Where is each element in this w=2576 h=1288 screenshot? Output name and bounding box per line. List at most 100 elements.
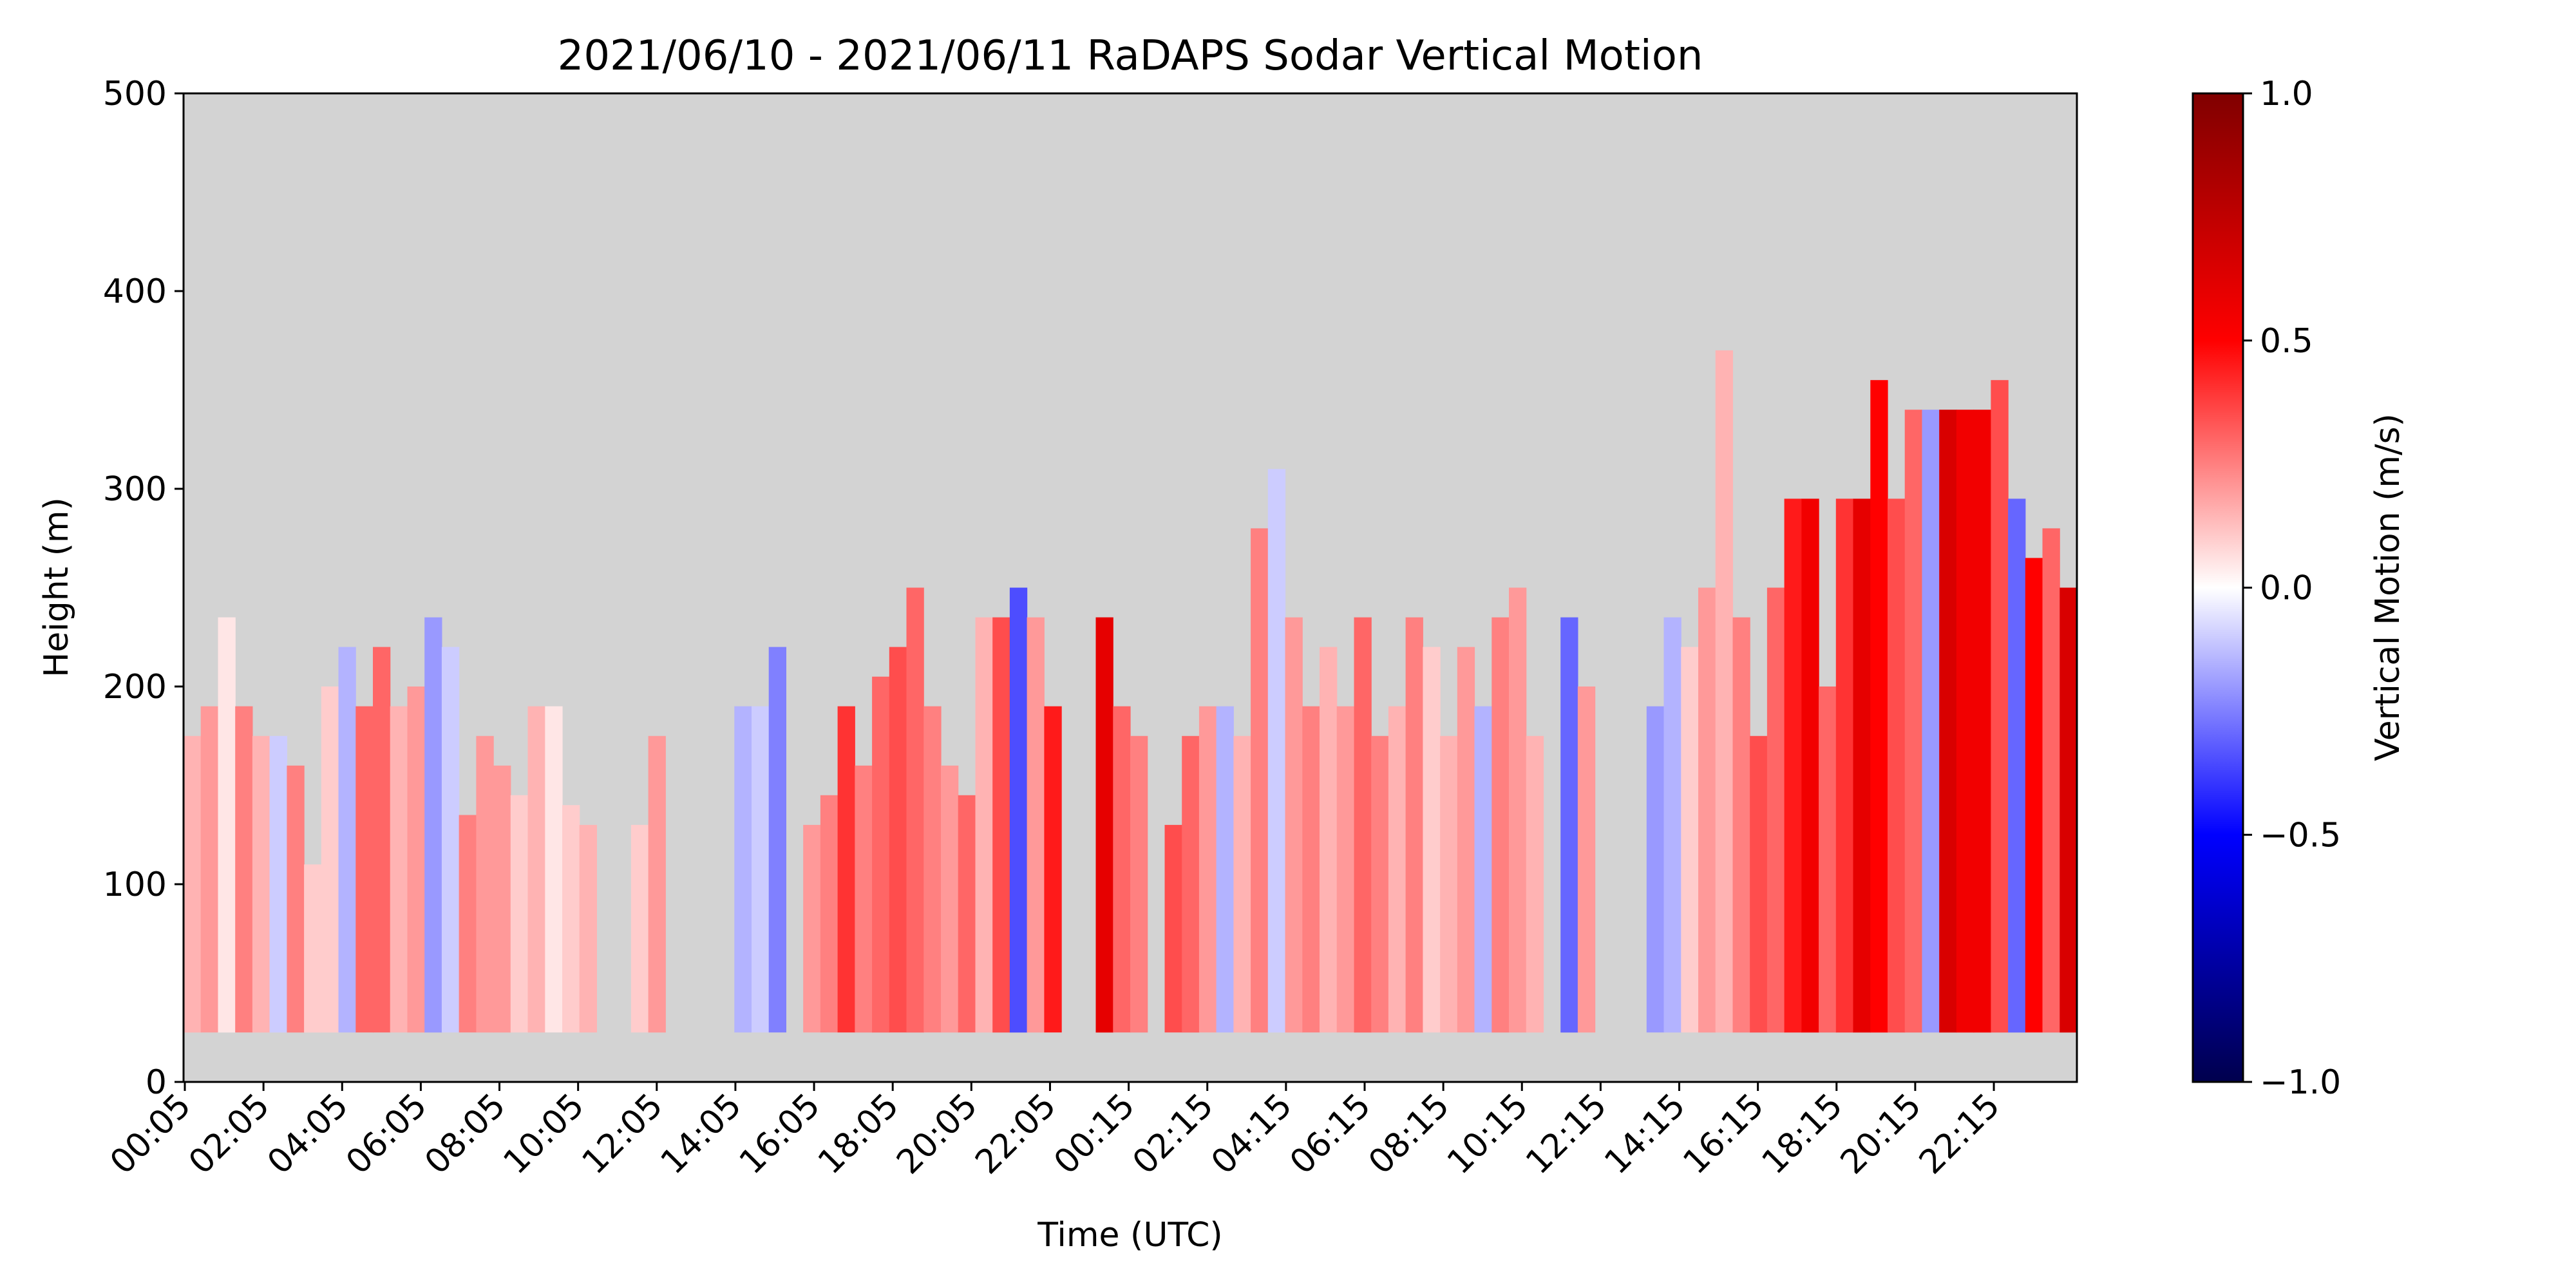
heatmap-column: [407, 687, 425, 1033]
heatmap-column: [579, 824, 597, 1033]
heatmap-column: [992, 617, 1010, 1033]
heatmap-column: [1922, 410, 1940, 1033]
heatmap-column: [373, 647, 391, 1033]
heatmap-column: [1216, 706, 1234, 1033]
x-tick-label: 22:15: [1912, 1086, 2007, 1182]
heatmap-column: [2008, 498, 2026, 1033]
heatmap-column: [1423, 647, 1441, 1033]
heatmap-column: [648, 735, 666, 1033]
heatmap-column: [1336, 706, 1354, 1033]
heatmap-column: [390, 706, 408, 1033]
heatmap-column: [1267, 469, 1286, 1033]
x-tick-label: 10:05: [496, 1086, 591, 1182]
heatmap-column: [2025, 558, 2043, 1033]
heatmap-column: [441, 647, 460, 1033]
x-tick-label: 10:15: [1440, 1086, 1535, 1182]
chart-title: 2021/06/10 - 2021/06/11 RaDAPS Sodar Ver…: [558, 32, 1703, 80]
x-tick-label: 04:15: [1204, 1086, 1300, 1182]
heatmap-column: [803, 824, 821, 1033]
heatmap-column: [1233, 735, 1251, 1033]
heatmap-column: [1509, 587, 1527, 1033]
heatmap-column: [1853, 498, 1871, 1033]
heatmap-column: [184, 735, 202, 1033]
x-tick-label: 22:05: [968, 1086, 1063, 1182]
heatmap-column: [1766, 587, 1785, 1033]
heatmap-column: [1663, 617, 1681, 1033]
heatmap-cells: [184, 350, 2077, 1033]
heatmap-column: [1388, 706, 1406, 1033]
heatmap-column: [1577, 687, 1596, 1033]
heatmap-column: [1095, 617, 1113, 1033]
x-tick-label: 12:05: [575, 1086, 670, 1182]
heatmap-column: [1405, 617, 1423, 1033]
heatmap-column: [906, 587, 924, 1033]
x-tick-label: 02:05: [182, 1086, 277, 1182]
heatmap-column: [200, 706, 218, 1033]
colorbar: [2192, 92, 2244, 1083]
heatmap-column: [1784, 498, 1802, 1033]
colorbar-tick-label: 0.5: [2260, 322, 2313, 361]
heatmap-column: [510, 795, 529, 1033]
heatmap-column: [1285, 617, 1303, 1033]
x-tick-label: 00:15: [1046, 1086, 1142, 1182]
heatmap-column: [1750, 735, 1768, 1033]
heatmap-column: [1474, 706, 1492, 1033]
heatmap-column: [321, 687, 339, 1033]
heatmap-column: [837, 706, 855, 1033]
heatmap-column: [1027, 617, 1045, 1033]
heatmap-column: [1991, 380, 2009, 1033]
y-tick-label: 300: [103, 470, 167, 509]
heatmap-column: [1698, 587, 1716, 1033]
heatmap-column: [424, 617, 442, 1033]
heatmap-column: [752, 706, 770, 1033]
heatmap-column: [923, 706, 942, 1033]
heatmap-column: [252, 735, 270, 1033]
x-tick-label: 14:15: [1597, 1086, 1692, 1182]
heatmap-column: [1560, 617, 1578, 1033]
heatmap-column: [1870, 380, 1888, 1033]
heatmap-column: [1526, 735, 1544, 1033]
colorbar-tick-label: 0.0: [2260, 569, 2313, 608]
colorbar-tick-label: −1.0: [2260, 1063, 2341, 1102]
heatmap-column: [630, 824, 649, 1033]
heatmap-column: [1715, 350, 1733, 1033]
heatmap-column: [493, 765, 511, 1033]
heatmap-column: [975, 617, 993, 1033]
heatmap-column: [218, 617, 236, 1033]
heatmap-column: [1939, 410, 1957, 1033]
heatmap-column: [459, 815, 477, 1033]
x-tick-label: 08:15: [1361, 1086, 1457, 1182]
x-tick-label: 06:15: [1283, 1086, 1378, 1182]
heatmap-column: [1732, 617, 1750, 1033]
heatmap-column: [1801, 498, 1819, 1033]
x-axis-label: Time (UTC): [1037, 1216, 1222, 1255]
x-axis: 00:0502:0504:0506:0508:0510:0512:0514:05…: [103, 1082, 2007, 1182]
colorbar-axis: 1.0 0.5 0.0 −0.5 −1.0: [2243, 75, 2341, 1102]
heatmap-column: [562, 805, 580, 1033]
heatmap-column: [338, 647, 356, 1033]
heatmap-column: [2060, 587, 2077, 1033]
heatmap-column: [1819, 687, 1837, 1033]
heatmap-column: [1354, 617, 1372, 1033]
x-tick-label: 18:15: [1755, 1086, 1850, 1182]
x-tick-label: 16:15: [1676, 1086, 1771, 1182]
heatmap-column: [1164, 824, 1182, 1033]
heatmap-column: [2042, 528, 2060, 1033]
heatmap-column: [1492, 617, 1510, 1033]
x-tick-label: 02:15: [1126, 1086, 1221, 1182]
heatmap-column: [1681, 647, 1699, 1033]
heatmap-column: [1302, 706, 1320, 1033]
heatmap-column: [889, 647, 907, 1033]
heatmap-column: [304, 864, 322, 1033]
y-axis: 0 100 200 300 400 500: [103, 75, 184, 1102]
y-axis-label: Height (m): [37, 497, 76, 677]
heatmap-column: [958, 795, 976, 1033]
heatmap-column: [1044, 706, 1062, 1033]
heatmap-column: [1320, 647, 1338, 1033]
x-tick-label: 20:15: [1833, 1086, 1929, 1182]
x-tick-label: 14:05: [654, 1086, 749, 1182]
heatmap-column: [1198, 706, 1217, 1033]
heatmap-column: [527, 706, 545, 1033]
plot-frame: [182, 92, 2078, 1083]
